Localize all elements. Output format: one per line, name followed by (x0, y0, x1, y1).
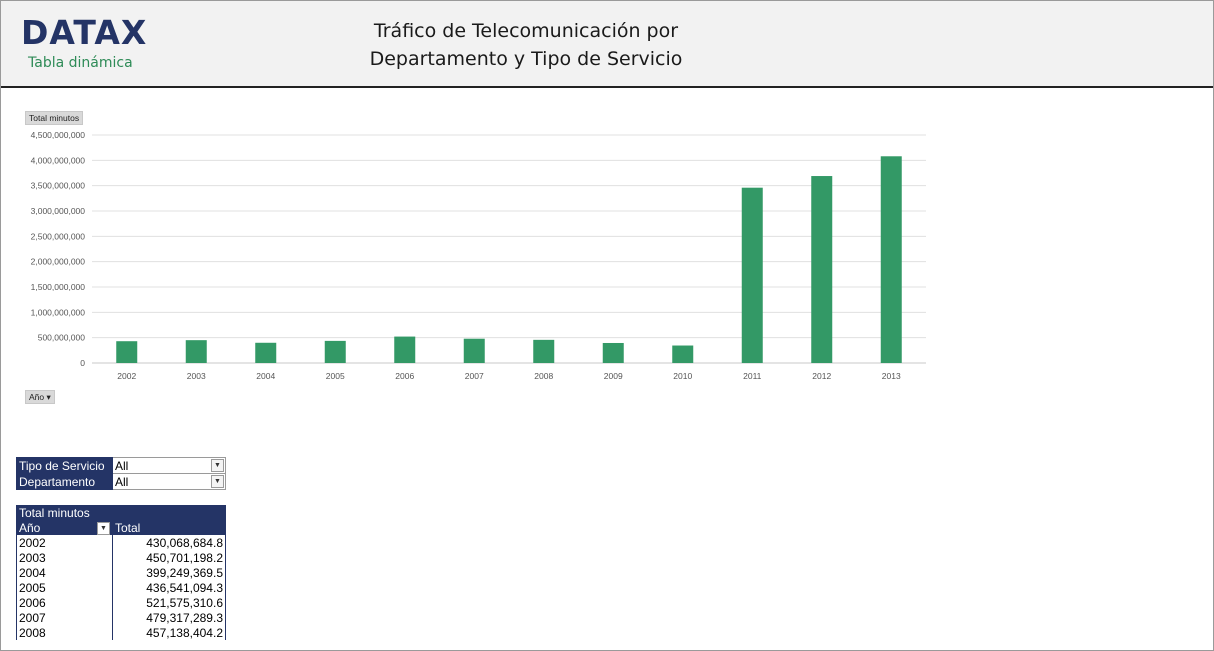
y-tick-label: 3,000,000,000 (31, 206, 86, 216)
filter-value-text: All (115, 474, 129, 489)
table-row[interactable]: 2005 436,541,094.3 (16, 580, 226, 595)
bar[interactable] (672, 345, 694, 363)
row-year: 2005 (16, 580, 113, 595)
table-row[interactable]: 2003 450,701,198.2 (16, 550, 226, 565)
bar[interactable] (602, 342, 624, 363)
report-filters: Tipo de Servicio All ▼ Departamento All … (16, 457, 226, 490)
pivot-body: 2002 430,068,684.8 2003 450,701,198.2 2004 39… (16, 535, 226, 640)
y-tick-label: 1,500,000,000 (31, 282, 86, 292)
y-tick-label: 2,000,000,000 (31, 257, 86, 267)
pivot-col-header: Total (112, 520, 226, 535)
x-tick-label: 2008 (534, 371, 553, 381)
row-year: 2008 (16, 625, 113, 640)
header-banner: DATAX Tabla dinámica Tráfico de Telecomu… (1, 1, 1213, 88)
axis-field-label: Año (29, 392, 45, 402)
x-tick-label: 2007 (465, 371, 484, 381)
y-tick-label: 4,500,000,000 (31, 130, 86, 140)
pivot-values-header: Total minutos (16, 505, 113, 520)
y-tick-label: 500,000,000 (38, 333, 86, 343)
bar[interactable] (185, 340, 207, 363)
x-tick-label: 2011 (743, 371, 762, 381)
bar[interactable] (394, 336, 416, 363)
filter-value-text: All (115, 458, 129, 473)
dropdown-arrow-icon[interactable]: ▼ (211, 459, 224, 472)
filter-row: Departamento All ▼ (16, 473, 226, 490)
table-row[interactable]: 2008 457,138,404.2 (16, 625, 226, 640)
row-year: 2004 (16, 565, 113, 580)
pivot-table: Total minutos Año ▼ Total 2002 430,068,68… (16, 505, 226, 640)
pivot-header-row: Año ▼ Total (16, 520, 226, 535)
row-year: 2007 (16, 610, 113, 625)
row-year: 2006 (16, 595, 113, 610)
bar[interactable] (116, 341, 138, 363)
row-year: 2002 (16, 535, 113, 550)
bar[interactable] (324, 340, 346, 363)
pivot-chart: 0 500,000,000 1,000,000,000 1,500,000,000 2,… (31, 130, 926, 381)
filter-row: Tipo de Servicio All ▼ (16, 457, 226, 474)
x-tick-label: 2002 (117, 371, 136, 381)
x-tick-label: 2010 (673, 371, 692, 381)
bar[interactable] (255, 342, 277, 363)
x-tick-label: 2003 (187, 371, 206, 381)
row-total: 521,575,310.6 (112, 595, 226, 610)
x-tick-label: 2005 (326, 371, 345, 381)
y-tick-label: 1,000,000,000 (31, 307, 86, 317)
pivot-row-header-label: Año (19, 520, 41, 535)
x-tick-label: 2006 (395, 371, 414, 381)
table-row[interactable]: 2004 399,249,369.5 (16, 565, 226, 580)
dropdown-arrow-icon[interactable]: ▼ (211, 475, 224, 488)
x-tick-label: 2004 (256, 371, 275, 381)
bar[interactable] (463, 338, 485, 363)
bar[interactable] (533, 339, 555, 363)
axis-field-button[interactable]: Año ▾ (25, 390, 55, 404)
table-row[interactable]: 2007 479,317,289.3 (16, 610, 226, 625)
pivot-header-row: Total minutos (16, 505, 226, 520)
filter-dropdown-icon[interactable]: ▼ (97, 522, 110, 535)
value-field-button[interactable]: Total minutos (25, 111, 84, 125)
y-tick-label: 0 (80, 358, 85, 368)
row-total: 436,541,094.3 (112, 580, 226, 595)
page-title-line-1: Tráfico de Telecomunicación por (373, 20, 679, 42)
row-year: 2003 (16, 550, 113, 565)
page-title-line-2: Departamento y Tipo de Servicio (369, 48, 683, 70)
filter-value-tipo-servicio[interactable]: All ▼ (112, 457, 226, 474)
row-total: 450,701,198.2 (112, 550, 226, 565)
y-tick-label: 4,000,000,000 (31, 155, 86, 165)
datax-logo: DATAX (21, 13, 148, 52)
row-total: 457,138,404.2 (112, 625, 226, 640)
row-total: 430,068,684.8 (112, 535, 226, 550)
filter-label-tipo-servicio: Tipo de Servicio (16, 457, 113, 474)
bar[interactable] (811, 176, 833, 363)
x-tick-label: 2013 (882, 371, 901, 381)
row-total: 399,249,369.5 (112, 565, 226, 580)
bar[interactable] (741, 187, 763, 363)
table-row[interactable]: 2006 521,575,310.6 (16, 595, 226, 610)
filter-label-departamento: Departamento (16, 473, 113, 490)
pivot-empty-header (112, 505, 226, 520)
y-tick-label: 2,500,000,000 (31, 231, 86, 241)
logo-subtitle: Tabla dinámica (28, 55, 133, 71)
row-total: 479,317,289.3 (112, 610, 226, 625)
x-tick-label: 2012 (812, 371, 831, 381)
bar[interactable] (880, 156, 902, 363)
y-tick-label: 3,500,000,000 (31, 181, 86, 191)
filter-value-departamento[interactable]: All ▼ (112, 473, 226, 490)
pivot-row-header[interactable]: Año ▼ (16, 520, 113, 535)
table-row[interactable]: 2002 430,068,684.8 (16, 535, 226, 550)
page-title: Tráfico de Telecomunicación por Departam… (331, 17, 721, 73)
chevron-down-icon: ▾ (46, 392, 51, 402)
x-tick-label: 2009 (604, 371, 623, 381)
